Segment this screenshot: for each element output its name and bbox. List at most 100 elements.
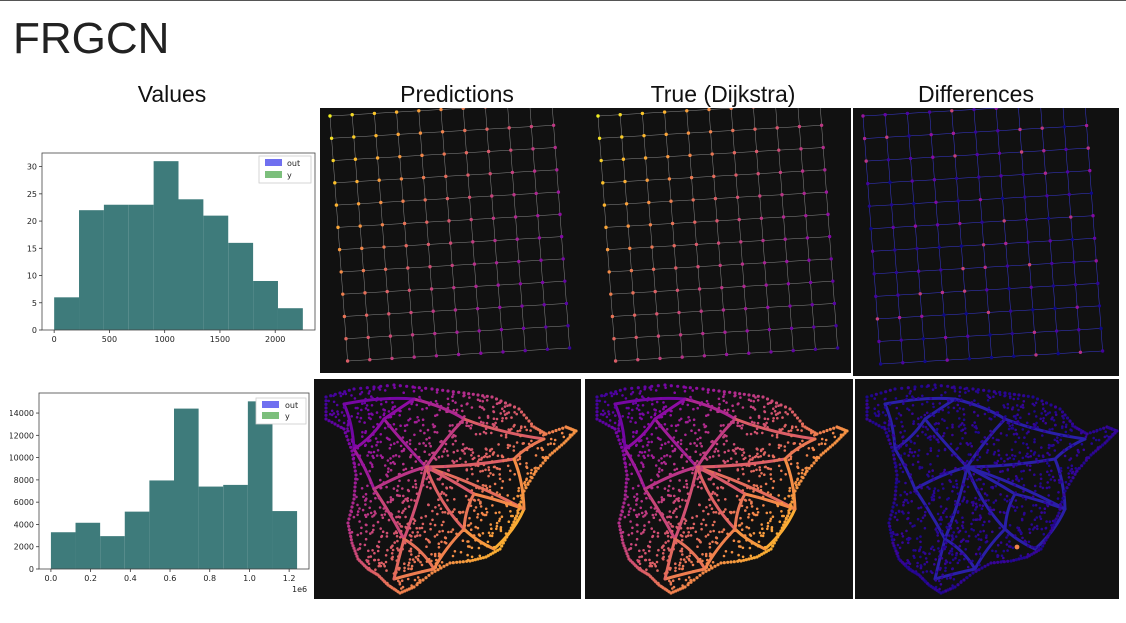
road-node	[999, 493, 1002, 496]
road-node	[360, 532, 363, 535]
road-node	[373, 430, 376, 433]
graph-edge	[524, 327, 546, 328]
road-node	[778, 532, 781, 535]
legend-label-y: y	[285, 412, 290, 421]
graph-edge	[782, 195, 784, 217]
road-node	[980, 467, 983, 470]
road-node	[389, 447, 392, 450]
road-node	[970, 445, 973, 448]
road-node	[976, 459, 979, 462]
road-node	[492, 452, 495, 455]
road-node	[977, 388, 980, 391]
graph-node	[654, 290, 657, 293]
road-node	[679, 562, 682, 565]
graph-edge	[1009, 287, 1031, 288]
graph-edge	[722, 286, 744, 287]
road-node	[505, 417, 508, 420]
road-node	[644, 510, 647, 513]
graph-node	[766, 306, 769, 309]
road-node	[701, 457, 704, 460]
road-node	[888, 420, 891, 423]
graph-edge	[868, 182, 890, 183]
road-node	[485, 432, 488, 435]
histogram-bar	[129, 205, 154, 330]
road-node	[435, 458, 438, 461]
road-node	[1060, 481, 1063, 484]
road-node	[979, 478, 982, 481]
road-node	[905, 398, 908, 401]
road-node	[971, 424, 974, 427]
graph-node	[753, 127, 756, 130]
graph-node	[435, 354, 438, 357]
graph-edge	[381, 201, 403, 202]
graph-drawing	[328, 108, 571, 363]
graph-edge	[470, 197, 472, 219]
graph-edge	[465, 130, 467, 152]
road-node	[674, 567, 677, 570]
graph-node	[531, 147, 534, 150]
road-node	[324, 403, 327, 406]
road-node	[430, 401, 433, 404]
road-node	[942, 487, 945, 490]
road-node	[951, 535, 954, 538]
road-node	[749, 547, 752, 550]
graph-edge	[533, 149, 535, 171]
road-node	[682, 385, 685, 388]
graph-edge	[1034, 331, 1056, 332]
road-node	[685, 519, 688, 522]
graph-edge	[826, 192, 828, 214]
histogram-small-graph: 0 500 1000 1500 2000 0 5 10 15 20 25 30 out y	[20, 148, 320, 353]
road-node	[1029, 465, 1032, 468]
graph-edge	[552, 108, 554, 125]
graph-node	[703, 354, 706, 357]
graph-edge	[466, 153, 468, 175]
road-node	[890, 509, 893, 512]
road-edge	[1035, 509, 1065, 549]
road-node	[1053, 479, 1056, 482]
road-node	[447, 454, 450, 457]
road-node	[752, 406, 755, 409]
road-node	[600, 394, 603, 397]
road-node	[1066, 416, 1069, 419]
road-node	[491, 496, 494, 499]
road-node	[706, 562, 709, 565]
graph-node	[665, 133, 668, 136]
road-node	[789, 504, 792, 507]
road-node	[398, 480, 401, 483]
road-node	[988, 435, 991, 438]
road-node	[470, 505, 473, 508]
graph-edge	[646, 157, 668, 158]
road-node	[371, 455, 374, 458]
road-node	[417, 419, 420, 422]
road-node	[380, 536, 383, 539]
road-node	[747, 557, 750, 560]
graph-edge	[865, 139, 867, 162]
column-heading-values: Values	[102, 80, 242, 108]
road-node	[619, 531, 622, 534]
road-node	[391, 552, 394, 555]
road-node	[667, 489, 670, 492]
road-node	[1051, 428, 1054, 431]
road-node	[1054, 424, 1057, 427]
road-node	[1045, 520, 1048, 523]
road-node	[1013, 393, 1016, 396]
road-node	[700, 445, 703, 448]
road-node	[380, 565, 383, 568]
road-node	[650, 479, 653, 482]
road-node	[1089, 431, 1092, 434]
road-node	[605, 393, 608, 396]
road-node	[695, 387, 698, 390]
road-node	[353, 465, 356, 468]
road-node	[772, 407, 775, 410]
road-node	[717, 499, 720, 502]
road-node	[486, 395, 489, 398]
legend-swatch-y	[262, 412, 279, 419]
road-node	[516, 441, 519, 444]
road-node	[716, 563, 719, 566]
road-node	[1032, 504, 1035, 507]
graph-node	[355, 180, 358, 183]
graph-edge	[980, 198, 1002, 199]
road-node	[989, 513, 992, 516]
graph-edge	[869, 206, 871, 229]
road-node	[692, 408, 695, 411]
